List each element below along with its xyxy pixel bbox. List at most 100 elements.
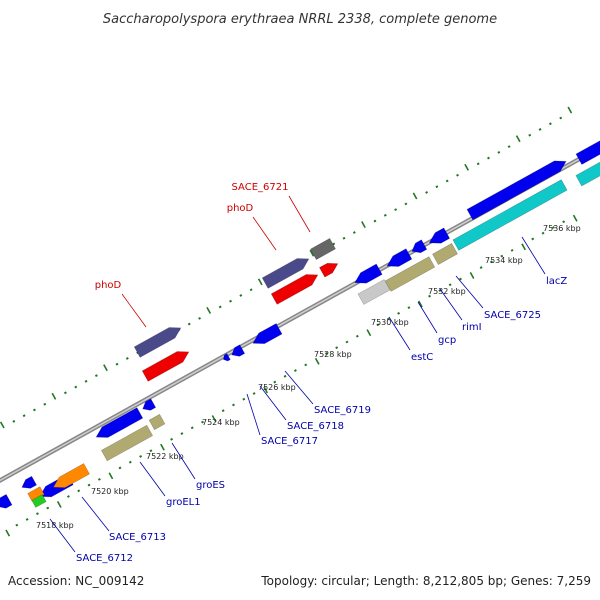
feature-orange (52, 463, 90, 488)
gene-label: rimI (462, 322, 482, 333)
minor-tick (352, 231, 356, 234)
feature-groEL1-blue (95, 407, 144, 438)
minor-tick (538, 128, 542, 131)
leader-line (521, 236, 546, 275)
minor-tick (77, 489, 81, 493)
feature-phoD-purple-1 (133, 327, 182, 358)
feature-sace6718 (231, 344, 246, 357)
gene-label: groEL1 (166, 497, 201, 508)
minor-tick (394, 208, 398, 212)
minor-tick (12, 419, 16, 423)
gene-label: SACE_6713 (109, 532, 166, 543)
leader-line (455, 275, 484, 309)
minor-tick (397, 311, 401, 315)
minor-tick (128, 460, 132, 464)
minor-tick (531, 237, 535, 241)
minor-tick (84, 379, 88, 383)
gene-label: groES (196, 480, 225, 491)
minor-tick (490, 260, 493, 264)
minor-tick (94, 374, 98, 378)
gene-label: SACE_6718 (287, 421, 344, 432)
minor-tick (22, 414, 26, 418)
gene-label: SACE_6725 (484, 310, 541, 321)
minor-tick (74, 385, 78, 389)
major-tick (418, 300, 423, 308)
minor-tick (459, 277, 462, 281)
map-title: Saccharopolyspora erythraea NRRL 2338, c… (103, 12, 497, 27)
minor-tick (386, 317, 390, 321)
minor-tick (562, 220, 566, 224)
gene-label: phoD (227, 203, 254, 214)
feature-groEL1 (100, 424, 154, 462)
gene-label: SACE_6719 (314, 405, 371, 416)
leader-line (439, 288, 463, 321)
kbp-label: 7528 kbp (314, 350, 352, 359)
minor-tick (345, 340, 349, 344)
minor-tick (118, 466, 122, 470)
minor-tick (187, 322, 191, 326)
minor-tick (232, 403, 235, 407)
minor-tick (87, 483, 91, 487)
minor-tick (497, 150, 501, 154)
major-tick (469, 272, 475, 279)
gene-label: gcp (438, 335, 456, 346)
minor-tick (229, 299, 232, 303)
minor-tick (528, 133, 532, 137)
minor-tick (43, 402, 47, 406)
feature-khaki-rimI (432, 243, 458, 265)
minor-tick (487, 156, 490, 160)
minor-tick (428, 294, 431, 298)
minor-tick (551, 226, 555, 229)
minor-tick (66, 495, 70, 498)
minor-tick (273, 380, 277, 384)
minor-tick (304, 363, 308, 367)
kbp-label: 7524 kbp (202, 418, 240, 427)
major-tick (521, 243, 527, 251)
feature-phoD-red-1 (141, 351, 190, 382)
major-tick (366, 329, 372, 337)
minor-tick (376, 323, 380, 327)
minor-tick (63, 391, 67, 395)
kbp-label: 7532 kbp (428, 287, 466, 296)
leader-line (121, 293, 147, 328)
feature-sace6717 (223, 353, 231, 362)
feature-estC (357, 279, 391, 305)
leader-line (139, 461, 166, 497)
kbp-label: 7536 kbp (543, 224, 581, 233)
feature-blue-mid-1 (354, 263, 383, 284)
major-tick (464, 163, 470, 171)
major-tick (567, 106, 573, 114)
minor-tick (476, 162, 480, 166)
feature-green (31, 494, 47, 508)
leader-line (388, 316, 411, 351)
leader-line (49, 518, 76, 553)
feature-phoD-purple-2 (261, 258, 310, 289)
minor-tick (242, 397, 246, 401)
minor-tick (559, 116, 563, 120)
minor-tick (332, 242, 336, 246)
minor-tick (548, 122, 552, 126)
minor-tick (97, 477, 101, 481)
feature-red-small (319, 262, 339, 278)
leader-line (259, 385, 287, 421)
kbp-label: 7534 kbp (485, 256, 523, 265)
minor-tick (221, 409, 225, 413)
minor-tick (293, 369, 297, 373)
feature-cyan-edge (575, 161, 600, 187)
feature-blue-mid-2 (386, 248, 413, 267)
gene-label: phoD (95, 280, 122, 291)
feature-rimI (428, 227, 451, 244)
feature-blue-long (466, 160, 567, 221)
minor-tick (448, 283, 452, 287)
kbp-label: 7520 kbp (91, 487, 129, 496)
minor-tick (239, 294, 243, 297)
leader-line (252, 216, 277, 251)
kbp-label: 7526 kbp (258, 383, 296, 392)
minor-tick (33, 408, 36, 412)
major-tick (515, 135, 521, 143)
minor-tick (198, 316, 202, 320)
major-tick (572, 214, 578, 222)
